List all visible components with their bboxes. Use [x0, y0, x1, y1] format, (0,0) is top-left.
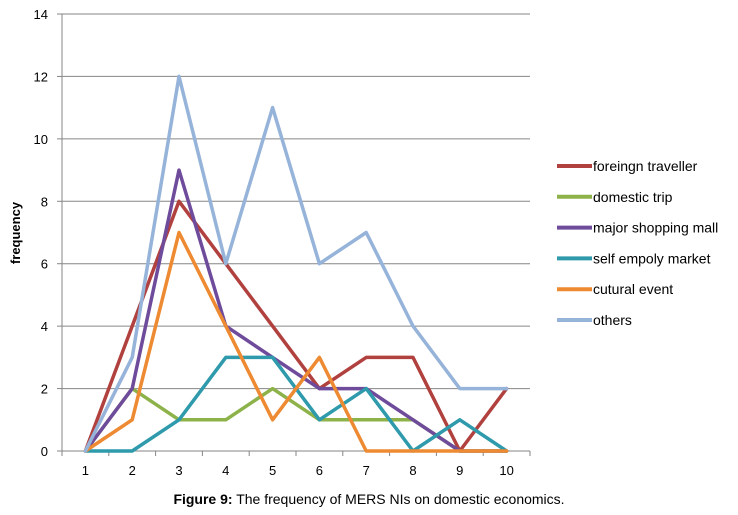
y-tick-label: 8 [41, 194, 48, 209]
series-line-3 [83, 168, 509, 453]
y-axis-label: frequency [8, 201, 23, 264]
legend-entry: others [557, 312, 632, 328]
series-line-1 [83, 199, 509, 453]
series-lines [83, 74, 509, 453]
legend-entry: foreingn traveller [557, 158, 698, 174]
y-tick-label: 12 [34, 69, 48, 84]
x-tick-label: 6 [316, 463, 323, 478]
figure-caption-label: Figure 9: [173, 491, 233, 507]
y-tick-label: 10 [34, 132, 48, 147]
x-tick-label: 2 [129, 463, 136, 478]
y-tick-label: 6 [41, 257, 48, 272]
series-line-5 [83, 230, 509, 453]
legend-label: domestic trip [593, 189, 673, 205]
y-tick-label: 4 [41, 319, 48, 334]
legend-label: cutural event [593, 281, 673, 297]
legend-label: foreingn traveller [593, 158, 698, 174]
legend-label: others [593, 312, 632, 328]
x-axis-ticks: 1 2 3 4 5 6 7 8 9 10 [61, 451, 531, 478]
x-tick-label: 1 [82, 463, 89, 478]
legend-label: major shopping mall [593, 220, 718, 236]
gridlines [62, 13, 530, 390]
y-tick-label: 0 [41, 444, 48, 459]
x-tick-label: 5 [269, 463, 276, 478]
y-tick-label: 14 [34, 7, 48, 22]
y-axis-ticks: 0 2 4 6 8 10 12 14 [34, 7, 62, 459]
figure-caption-text: The frequency of MERS NIs on domestic ec… [232, 491, 565, 507]
legend: foreingn traveller domestic trip major sho… [557, 158, 718, 328]
y-tick-label: 2 [41, 382, 48, 397]
legend-entry: domestic trip [557, 189, 673, 205]
x-tick-label: 9 [456, 463, 463, 478]
legend-entry: self empoly market [557, 250, 711, 266]
legend-entry: major shopping mall [557, 220, 718, 236]
x-tick-label: 3 [175, 463, 182, 478]
series-line-6 [83, 74, 509, 453]
legend-entry: cutural event [557, 281, 673, 297]
legend-label: self empoly market [593, 250, 711, 266]
figure-caption: Figure 9: The frequency of MERS NIs on d… [0, 491, 738, 507]
x-tick-label: 4 [222, 463, 229, 478]
x-tick-label: 8 [409, 463, 416, 478]
x-tick-label: 7 [363, 463, 370, 478]
x-tick-label: 10 [499, 463, 513, 478]
